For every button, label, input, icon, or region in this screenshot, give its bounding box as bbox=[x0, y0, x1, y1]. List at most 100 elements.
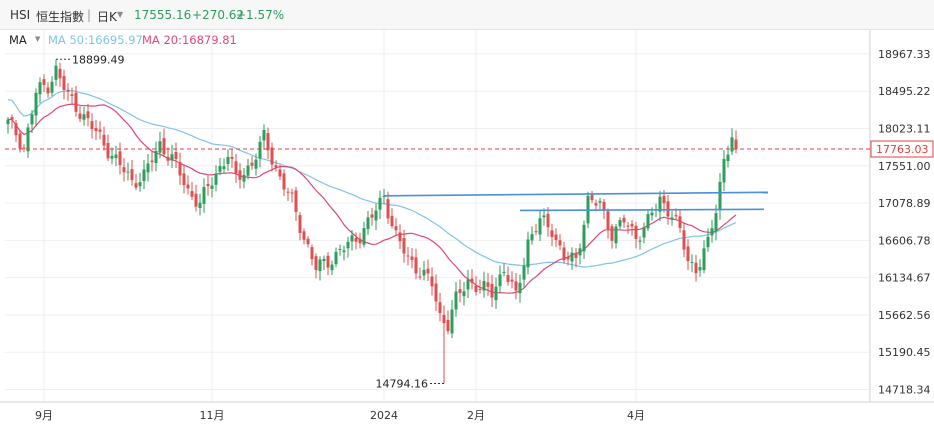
chevron-down-icon[interactable]: ▼ bbox=[117, 10, 124, 19]
candle bbox=[102, 126, 106, 151]
candle-body bbox=[678, 216, 682, 228]
candle-body bbox=[46, 87, 50, 94]
candle bbox=[658, 190, 662, 222]
candle bbox=[546, 207, 550, 237]
candlestick-chart[interactable]: 18967.33 18495.22 18023.11 17551.00 17078.89… bbox=[0, 30, 934, 435]
candle bbox=[614, 223, 618, 249]
candle-body bbox=[170, 154, 174, 161]
candle bbox=[518, 274, 522, 303]
symbol-label[interactable]: HSI bbox=[10, 8, 31, 22]
candle bbox=[630, 220, 634, 236]
candle-body bbox=[354, 238, 358, 242]
candle bbox=[454, 282, 458, 317]
candle-body bbox=[366, 217, 370, 230]
candle-body bbox=[402, 238, 406, 254]
candle bbox=[14, 120, 18, 143]
candle-body bbox=[534, 231, 538, 233]
candle bbox=[542, 208, 546, 226]
ma50-legend: MA 50:16695.97 bbox=[48, 33, 143, 47]
candle-body bbox=[262, 129, 266, 141]
candle bbox=[130, 159, 134, 186]
candle bbox=[70, 87, 74, 104]
candle-body bbox=[594, 203, 598, 206]
candle-body bbox=[726, 154, 730, 162]
candle-body bbox=[350, 235, 354, 242]
candle-body bbox=[574, 252, 578, 258]
candle-body bbox=[474, 285, 478, 292]
ma20-line bbox=[7, 103, 737, 294]
candle bbox=[626, 222, 630, 234]
candle bbox=[334, 247, 338, 268]
candle bbox=[118, 142, 122, 175]
candle bbox=[370, 207, 374, 226]
candle-body bbox=[482, 280, 486, 291]
candle-body bbox=[258, 141, 262, 159]
candle-body bbox=[670, 217, 674, 220]
candle bbox=[478, 279, 482, 294]
candle-body bbox=[434, 283, 438, 302]
candle bbox=[226, 149, 230, 172]
candle-body bbox=[498, 274, 502, 287]
trendline bbox=[383, 191, 769, 197]
candle bbox=[366, 211, 370, 235]
candle-body bbox=[458, 289, 462, 294]
candle-body bbox=[558, 240, 562, 246]
candle-body bbox=[26, 127, 30, 152]
candle bbox=[398, 224, 402, 249]
trendline bbox=[519, 208, 765, 212]
y-tick-label: 14718.34 bbox=[878, 383, 931, 396]
candle bbox=[598, 197, 602, 211]
candle bbox=[270, 142, 274, 172]
candle bbox=[214, 165, 218, 192]
candle bbox=[50, 76, 54, 97]
candle-body bbox=[158, 141, 162, 153]
candle-body bbox=[570, 252, 574, 262]
candle-body bbox=[382, 196, 386, 198]
candle bbox=[462, 281, 466, 306]
candle-body bbox=[302, 231, 306, 240]
candle bbox=[22, 144, 26, 153]
interval-selector[interactable]: 日K bbox=[97, 10, 117, 24]
candle bbox=[506, 266, 510, 286]
chevron-down-icon[interactable]: ▼ bbox=[35, 35, 41, 43]
candle-body bbox=[394, 226, 398, 231]
candle-body bbox=[278, 169, 282, 177]
candle bbox=[618, 217, 622, 229]
candle-body bbox=[50, 81, 54, 93]
candle bbox=[318, 256, 322, 281]
candle-body bbox=[162, 138, 166, 155]
candle-body bbox=[234, 161, 238, 174]
candle bbox=[490, 274, 494, 308]
candle bbox=[386, 191, 390, 224]
candle-body bbox=[142, 169, 146, 182]
candle-body bbox=[642, 227, 646, 238]
candle bbox=[30, 110, 34, 133]
candle bbox=[194, 184, 198, 212]
candle-body bbox=[102, 134, 106, 146]
candle-body bbox=[202, 186, 206, 204]
candle-body bbox=[478, 289, 482, 291]
ma-legend-label[interactable]: MA bbox=[9, 33, 27, 47]
candle-body bbox=[546, 213, 550, 228]
candle bbox=[702, 240, 706, 274]
candle bbox=[634, 221, 638, 249]
candle-body bbox=[406, 255, 410, 257]
candle bbox=[198, 193, 202, 216]
candle-body bbox=[538, 218, 542, 235]
candle bbox=[218, 157, 222, 176]
candle bbox=[146, 154, 150, 182]
candle-body bbox=[418, 276, 422, 278]
candle bbox=[298, 211, 302, 241]
candle-body bbox=[134, 183, 138, 188]
candle bbox=[26, 123, 30, 158]
annotation-low: 14794.16 bbox=[376, 378, 429, 391]
candle-body bbox=[270, 147, 274, 165]
candle-body bbox=[442, 314, 446, 324]
candle-body bbox=[322, 258, 326, 262]
candle-body bbox=[166, 156, 170, 161]
candle-body bbox=[698, 267, 702, 271]
ma50-line bbox=[7, 90, 737, 268]
candle-body bbox=[66, 89, 70, 92]
candle-body bbox=[114, 154, 118, 159]
candle bbox=[10, 114, 14, 129]
